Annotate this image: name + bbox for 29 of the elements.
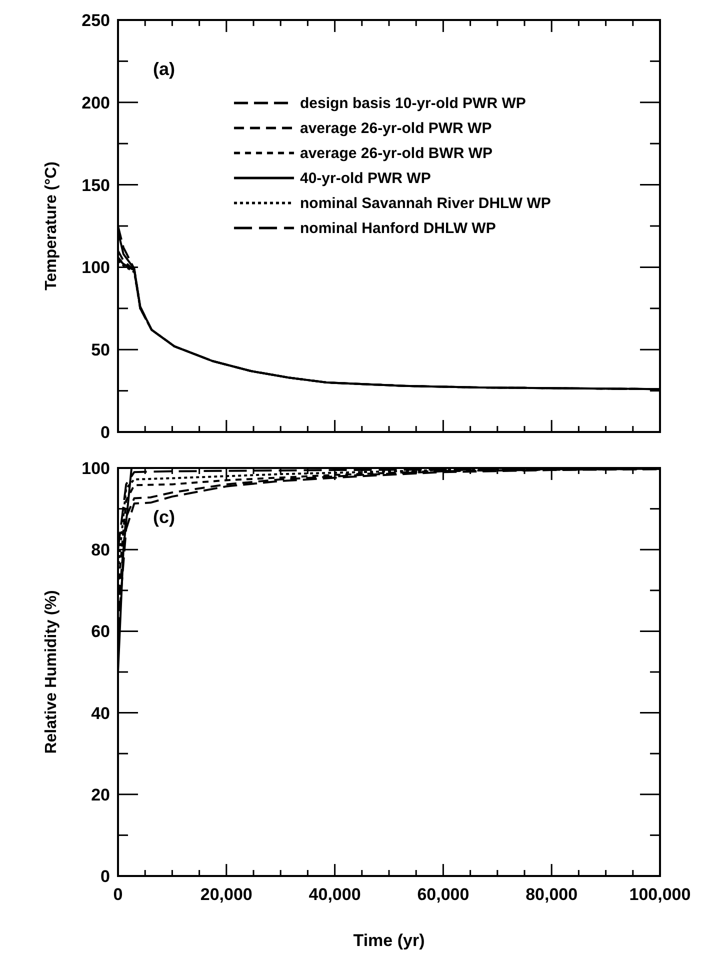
x-tick-label: 80,000 (526, 885, 578, 904)
y-tick-label: 250 (82, 11, 110, 30)
y-tick-label: 60 (91, 622, 110, 642)
annotation: (c) (153, 507, 176, 527)
y-tick-label: 80 (91, 540, 110, 560)
annotation: (a) (153, 59, 176, 79)
y-axis-title: Temperature (°C) (43, 162, 60, 290)
y-axis-title: Relative Humidity (%) (43, 590, 60, 754)
y-tick-label: 0 (100, 867, 110, 886)
legend-label: design basis 10-yr-old PWR WP (300, 95, 526, 112)
x-tick-label: 20,000 (200, 885, 252, 904)
y-tick-label: 200 (82, 93, 110, 112)
x-tick-label: 40,000 (308, 885, 361, 904)
y-tick-label: 40 (91, 704, 110, 723)
legend-label: nominal Savannah River DHLW WP (300, 195, 551, 212)
legend-label: average 26-yr-old PWR WP (300, 120, 492, 137)
y-tick-label: 20 (91, 785, 110, 804)
x-tick-label: 0 (113, 885, 123, 904)
legend-label: nominal Hanford DHLW WP (300, 220, 496, 237)
legend-label: average 26-yr-old BWR WP (300, 145, 493, 162)
y-tick-label: 100 (82, 258, 110, 278)
x-tick-label: 60,000 (417, 885, 470, 904)
y-tick-label: 50 (91, 340, 110, 360)
x-axis-title: Time (yr) (353, 931, 425, 950)
y-tick-label: 100 (82, 459, 110, 478)
y-tick-label: 0 (100, 423, 110, 442)
y-tick-label: 150 (82, 176, 110, 195)
x-tick-label: 100,000 (629, 885, 691, 904)
legend-label: 40-yr-old PWR WP (300, 170, 431, 187)
